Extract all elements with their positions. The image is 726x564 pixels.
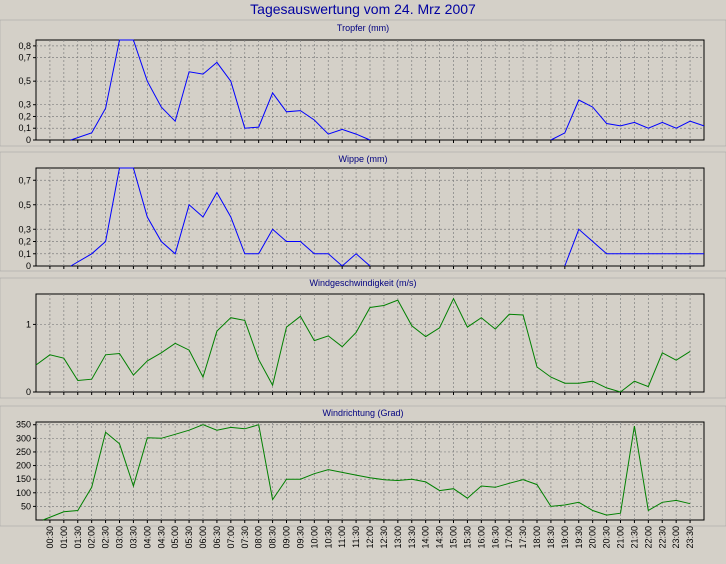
x-tick-label: 12:00 (365, 526, 375, 549)
y-tick-label: 200 (16, 461, 31, 471)
y-tick-label: 250 (16, 447, 31, 457)
x-tick-label: 13:30 (407, 526, 417, 549)
y-tick-label: 0 (26, 135, 31, 145)
x-tick-label: 22:00 (643, 526, 653, 549)
x-tick-label: 16:30 (490, 526, 500, 549)
x-tick-label: 04:00 (142, 526, 152, 549)
x-tick-label: 11:30 (351, 526, 361, 548)
x-tick-label: 17:00 (504, 526, 514, 549)
y-tick-label: 0,5 (18, 76, 31, 86)
y-tick-label: 0,1 (18, 249, 31, 259)
y-tick-label: 0,7 (18, 53, 31, 63)
x-tick-label: 06:30 (212, 526, 222, 549)
x-tick-label: 21:30 (629, 526, 639, 549)
x-tick-label: 15:30 (462, 526, 472, 549)
x-tick-label: 19:30 (574, 526, 584, 549)
panel-title: Windrichtung (Grad) (322, 408, 403, 418)
x-tick-label: 17:30 (518, 526, 528, 549)
y-tick-label: 1 (26, 319, 31, 329)
x-tick-label: 23:30 (685, 526, 695, 549)
x-tick-label: 21:00 (616, 526, 626, 549)
x-tick-label: 23:00 (671, 526, 681, 549)
x-tick-label: 18:30 (546, 526, 556, 549)
x-tick-label: 08:30 (268, 526, 278, 549)
x-tick-label: 04:30 (156, 526, 166, 549)
y-tick-label: 0,8 (18, 41, 31, 51)
series-line (35, 297, 691, 393)
y-tick-label: 150 (16, 474, 31, 484)
series-line (70, 39, 371, 141)
x-tick-label: 01:30 (73, 526, 83, 549)
x-tick-label: 08:00 (254, 526, 264, 549)
x-tick-label: 03:30 (128, 526, 138, 549)
y-tick-label: 0 (26, 387, 31, 397)
panel-title: Windgeschwindigkeit (m/s) (309, 278, 416, 288)
x-tick-label: 18:00 (532, 526, 542, 549)
chart-panel-4: Windrichtung (Grad) 50 100 150 200 250 300 350 (0, 405, 726, 527)
x-tick-label: 14:00 (421, 526, 431, 549)
x-tick-label: 07:00 (226, 526, 236, 549)
y-tick-label: 50 (21, 501, 31, 511)
chart-panel-2: Wippe (mm) 0 0,1 0,2 0,3 0,5 0,7 (0, 151, 726, 272)
chart-panel-3: Windgeschwindigkeit (m/s) 0 1 (0, 277, 726, 399)
x-tick-label: 07:30 (240, 526, 250, 549)
x-tick-label: 16:00 (476, 526, 486, 549)
y-tick-label: 0,2 (18, 111, 31, 121)
x-tick-label: 12:30 (379, 526, 389, 549)
x-tick-label: 02:00 (87, 526, 97, 549)
y-tick-label: 0,7 (18, 175, 31, 185)
y-tick-label: 350 (16, 420, 31, 430)
series-line (550, 99, 705, 141)
y-tick-label: 0,1 (18, 123, 31, 133)
y-tick-label: 100 (16, 488, 31, 498)
x-tick-label: 11:00 (337, 526, 347, 548)
x-tick-label: 22:30 (657, 526, 667, 549)
chart-panel-1: Tropfer (mm) 0 0,1 0,20,3 0,5 0,7 0,8 (0, 19, 726, 147)
x-tick-label: 20:30 (602, 526, 612, 549)
panel-title: Wippe (mm) (339, 154, 388, 164)
y-tick-label: 0,2 (18, 237, 31, 247)
x-tick-label: 19:00 (560, 526, 570, 549)
x-tick-label: 06:00 (198, 526, 208, 549)
panel-title: Tropfer (mm) (337, 23, 389, 33)
series-line (70, 167, 371, 267)
y-tick-label: 0,3 (18, 100, 31, 110)
page-title: Tagesauswertung vom 24. Mrz 2007 (250, 1, 476, 17)
x-axis-labels: 00:30 01:00 01:30 02:00 02:30 03:00 03:30 04:00… (45, 526, 695, 549)
x-tick-label: 02:30 (101, 526, 111, 549)
x-tick-label: 15:00 (449, 526, 459, 549)
x-tick-label: 10:00 (309, 526, 319, 549)
x-tick-label: 00:30 (45, 526, 55, 549)
x-tick-label: 20:00 (588, 526, 598, 549)
y-tick-label: 0,3 (18, 224, 31, 234)
x-tick-label: 01:00 (59, 526, 69, 549)
x-tick-label: 09:30 (295, 526, 305, 549)
x-tick-label: 03:00 (115, 526, 125, 549)
x-tick-label: 09:00 (282, 526, 292, 549)
x-tick-label: 05:00 (170, 526, 180, 549)
y-tick-label: 0,5 (18, 200, 31, 210)
y-tick-label: 0 (26, 261, 31, 271)
x-tick-label: 13:00 (393, 526, 403, 549)
y-tick-label: 300 (16, 433, 31, 443)
x-tick-label: 10:30 (323, 526, 333, 549)
x-tick-label: 05:30 (184, 526, 194, 549)
x-tick-label: 14:30 (435, 526, 445, 549)
